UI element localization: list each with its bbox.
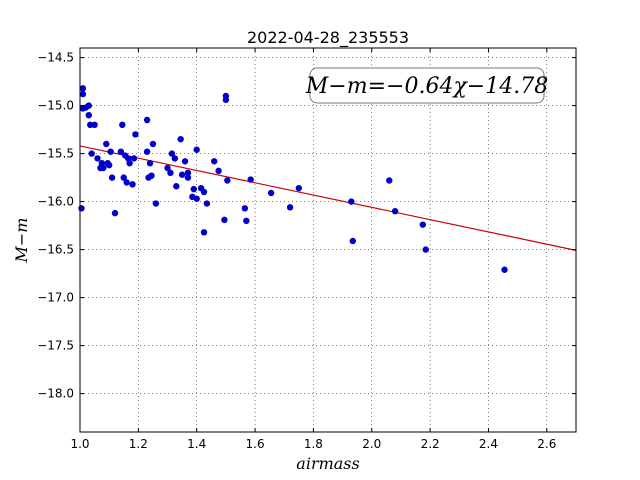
x-tick-label: 1.8 (304, 437, 323, 451)
x-tick-label: 1.4 (187, 437, 206, 451)
data-point (85, 102, 92, 109)
data-point (146, 160, 154, 167)
data-point (132, 131, 139, 138)
data-point (203, 200, 211, 207)
data-point (348, 198, 355, 205)
data-point (200, 229, 208, 236)
data-point (221, 216, 228, 224)
data-point (419, 221, 427, 228)
data-point (295, 184, 303, 192)
data-point (105, 161, 113, 169)
data-point (215, 167, 222, 175)
data-point (94, 155, 101, 162)
y-tick-label: −15.0 (37, 99, 74, 113)
x-tick-label: 2.4 (479, 437, 498, 451)
data-point (349, 237, 356, 245)
data-point (123, 179, 130, 186)
data-point (267, 189, 275, 197)
fit-line-group (79, 145, 577, 251)
data-point (386, 177, 393, 184)
data-point (501, 266, 508, 273)
data-point (243, 217, 250, 224)
data-point (79, 85, 87, 92)
data-point (184, 174, 192, 181)
grid-lines (79, 48, 576, 432)
data-point (286, 204, 294, 211)
y-tick-label: −17.0 (37, 291, 74, 305)
fit-annotation: M−m=−0.64χ−14.78 (305, 67, 548, 104)
data-point (78, 205, 85, 212)
y-tick-label: −14.5 (37, 51, 74, 65)
data-point (149, 140, 157, 148)
data-point (168, 150, 176, 157)
y-tick-label: −16.5 (37, 243, 74, 257)
data-point (143, 116, 151, 124)
data-point (247, 176, 254, 183)
data-point (391, 208, 399, 215)
x-tick-label: 1.2 (129, 437, 148, 451)
plot-frame (79, 47, 577, 433)
data-point (143, 148, 151, 155)
data-point (119, 121, 126, 128)
data-point (193, 146, 200, 153)
x-tick-label: 2.6 (537, 437, 556, 451)
data-point (173, 183, 180, 190)
x-tick-label: 1.0 (70, 437, 89, 451)
data-point (129, 181, 136, 188)
data-point (190, 185, 197, 193)
data-point (178, 171, 186, 178)
data-point (124, 155, 132, 162)
data-point (148, 172, 155, 179)
data-point (107, 148, 114, 155)
data-point (87, 121, 94, 128)
x-tick-label: 1.6 (246, 437, 265, 451)
x-axis-label: airmass (296, 454, 359, 473)
data-point (85, 112, 92, 119)
data-point (100, 164, 107, 172)
data-point (171, 155, 179, 162)
data-point (422, 246, 429, 253)
x-tick-label: 2.2 (421, 437, 440, 451)
data-point (91, 121, 98, 128)
data-point (167, 169, 174, 176)
data-point (130, 155, 138, 162)
fit-line (79, 145, 577, 251)
data-point (126, 160, 133, 167)
y-tick-label: −16.0 (37, 195, 74, 209)
y-tick-label: −18.0 (37, 387, 74, 401)
data-point (193, 195, 200, 202)
data-point (241, 205, 249, 212)
data-point (103, 140, 110, 148)
data-point (108, 174, 116, 181)
data-point (224, 177, 231, 184)
data-point (111, 209, 119, 217)
data-points (78, 85, 508, 273)
data-point (184, 169, 192, 176)
data-point (222, 96, 230, 104)
y-tick-label: −17.5 (37, 339, 74, 353)
data-point (164, 164, 171, 172)
data-point (117, 148, 125, 155)
data-point (120, 174, 127, 181)
data-point (181, 158, 189, 165)
chart-title: 2022-04-28_235553 (247, 28, 409, 48)
data-point (200, 188, 208, 196)
y-axis-label: M−m (12, 218, 31, 264)
data-point (152, 200, 160, 207)
data-point (211, 158, 218, 165)
y-tick-label: −15.5 (37, 147, 74, 161)
data-point (79, 90, 87, 98)
annotation-box (309, 67, 545, 104)
data-point (177, 136, 184, 143)
axis-ticks: 1.0 1.2 1.4 1.6 1.8 2.0 2.2 2.4 2.6 −14.5 −15.0 −15… (37, 48, 576, 451)
data-point (98, 160, 106, 167)
x-tick-label: 2.0 (362, 437, 381, 451)
fit-equation: M−m=−0.64χ−14.78 (305, 74, 548, 99)
data-point (88, 150, 95, 157)
